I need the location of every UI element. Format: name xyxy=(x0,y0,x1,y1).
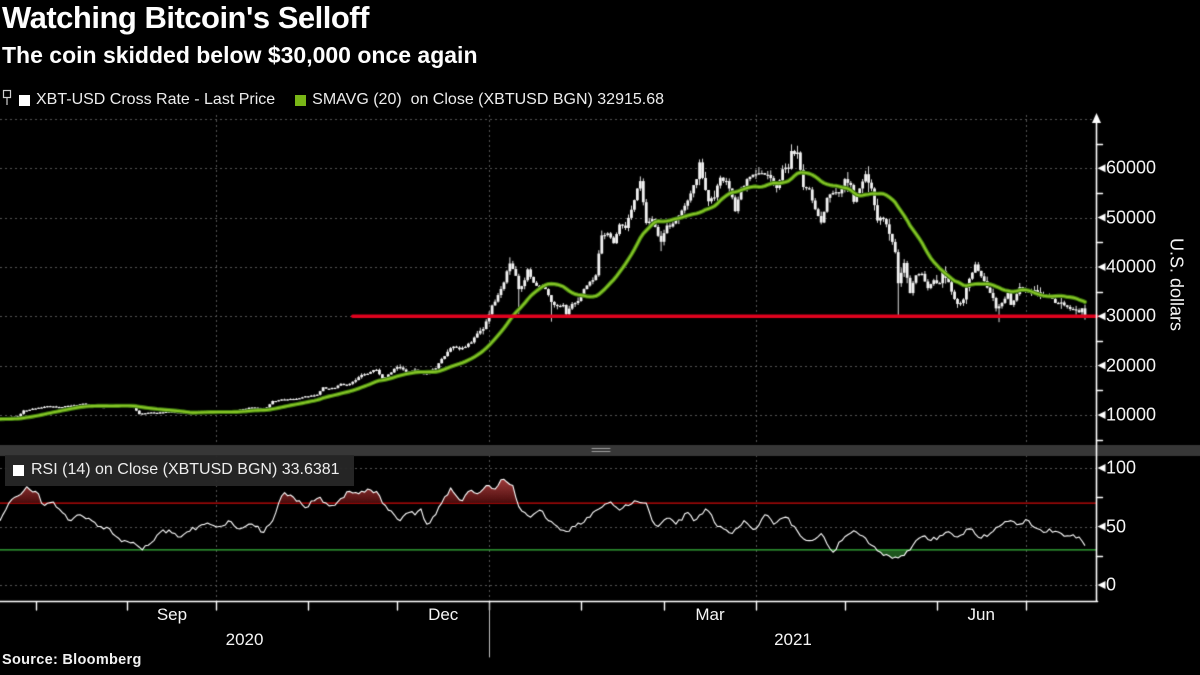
rsi-series-label[interactable]: RSI (14) on Close (XBTUSD BGN) 33.6381 xyxy=(31,461,340,478)
track-flag-icon xyxy=(2,89,13,111)
rsi-series-swatch xyxy=(13,464,24,476)
rsi-legend: RSI (14) on Close (XBTUSD BGN) 33.6381 xyxy=(5,455,354,486)
price-series-swatch xyxy=(19,94,30,106)
sma-series-label[interactable]: SMAVG (20) on Close (XBTUSD BGN) 32915.6… xyxy=(312,91,665,108)
main-chart-legend: XBT-USD Cross Rate - Last Price SMAVG (2… xyxy=(2,89,664,111)
sma-series-swatch xyxy=(295,94,307,106)
price-series-label[interactable]: XBT-USD Cross Rate - Last Price xyxy=(36,91,276,108)
